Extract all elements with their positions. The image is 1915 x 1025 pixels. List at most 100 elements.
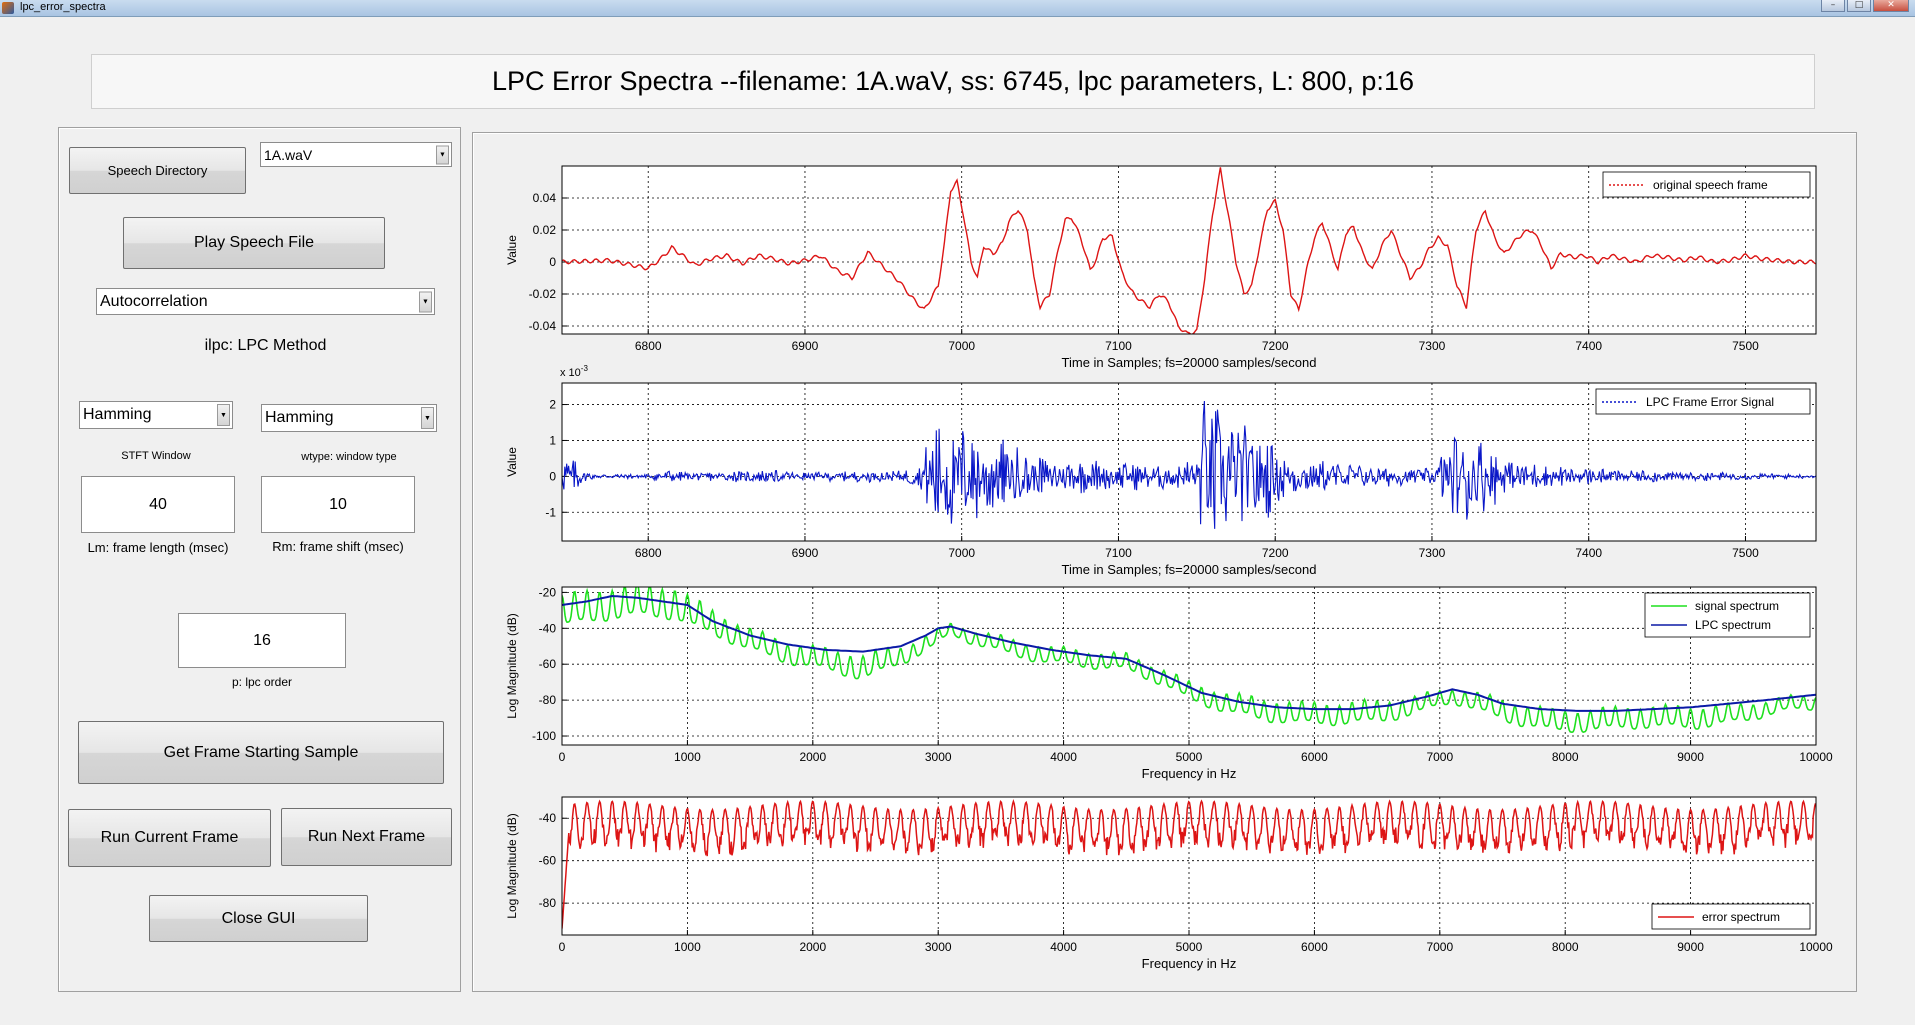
x-tick-label: 0 bbox=[559, 750, 566, 764]
x-tick-label: 7000 bbox=[1426, 750, 1453, 764]
legend-label: original speech frame bbox=[1653, 178, 1768, 192]
y-axis-label: Value bbox=[505, 235, 519, 265]
x-tick-label: 4000 bbox=[1050, 750, 1077, 764]
signal-spectrum-line bbox=[562, 587, 1816, 734]
figure-title-banner: LPC Error Spectra --filename: 1A.waV, ss… bbox=[91, 54, 1815, 109]
y-tick-label: 0 bbox=[549, 255, 556, 269]
error-signal-line bbox=[562, 400, 1816, 529]
x-axis-label: Frequency in Hz bbox=[1142, 956, 1237, 971]
minimize-icon[interactable]: – bbox=[1821, 0, 1845, 12]
x-tick-label: 7200 bbox=[1262, 339, 1289, 353]
frame-shift-caption: Rm: frame shift (msec) bbox=[272, 539, 404, 554]
lpc-spectrum-plot: 0 1000 2000 3000 4000 5000 6000 7000 8000 9000 100… bbox=[505, 585, 1833, 781]
legend-label: LPC Frame Error Signal bbox=[1646, 395, 1774, 409]
x-tick-label: 7300 bbox=[1419, 546, 1446, 560]
y-axis-label: Value bbox=[505, 447, 519, 477]
chevron-down-icon: ▼ bbox=[436, 145, 449, 164]
legend-label: signal spectrum bbox=[1695, 599, 1779, 613]
x-tick-label: 6000 bbox=[1301, 940, 1328, 954]
x-tick-label: 0 bbox=[559, 940, 566, 954]
x-tick-label: 7200 bbox=[1262, 546, 1289, 560]
frame-shift-input[interactable]: 10 bbox=[261, 476, 415, 533]
run-next-frame-button[interactable]: Run Next Frame bbox=[281, 808, 452, 866]
lpc-method-select[interactable]: Autocorrelation ▼ bbox=[96, 288, 435, 315]
x-tick-label: 1000 bbox=[674, 750, 701, 764]
x-tick-label: 7000 bbox=[948, 339, 975, 353]
axes-box bbox=[561, 796, 1817, 936]
y-tick-label: 2 bbox=[549, 398, 556, 412]
file-select-value: 1A.waV bbox=[264, 146, 313, 163]
x-axis-label: Frequency in Hz bbox=[1142, 766, 1237, 781]
stft-window-caption: STFT Window bbox=[121, 450, 191, 462]
close-window-icon[interactable]: ✕ bbox=[1873, 0, 1909, 12]
x-tick-label: 9000 bbox=[1677, 750, 1704, 764]
window-controls: – □ ✕ bbox=[1821, 0, 1909, 12]
y-tick-label: -20 bbox=[539, 585, 557, 599]
legend: LPC Frame Error Signal bbox=[1595, 388, 1811, 415]
x-tick-label: 7100 bbox=[1105, 546, 1132, 560]
lpc-order-caption: p: lpc order bbox=[231, 675, 293, 689]
axes-box bbox=[561, 165, 1817, 335]
speech-frame-plot: 6800 6900 7000 7100 7200 7300 7400 7500 -0.04 -0.… bbox=[505, 165, 1817, 370]
y-tick-label: -80 bbox=[539, 693, 557, 707]
speech-frame-line bbox=[562, 167, 1816, 334]
x-tick-label: 2000 bbox=[799, 940, 826, 954]
run-current-frame-button[interactable]: Run Current Frame bbox=[68, 809, 271, 867]
error-spectrum-line bbox=[562, 798, 1816, 929]
x-axis-label: Time in Samples; fs=20000 samples/second bbox=[1062, 355, 1317, 370]
maximize-icon[interactable]: □ bbox=[1847, 0, 1871, 12]
x-tick-label: 7000 bbox=[948, 546, 975, 560]
legend: signal spectrum LPC spectrum bbox=[1644, 592, 1811, 638]
x-tick-label: 8000 bbox=[1552, 940, 1579, 954]
y-tick-label: 0.04 bbox=[533, 191, 557, 205]
y-axis-label: Log Magnitude (dB) bbox=[505, 813, 519, 918]
y-tick-label: 0.02 bbox=[533, 223, 557, 237]
close-gui-button[interactable]: Close GUI bbox=[149, 895, 368, 942]
y-tick-label: -80 bbox=[539, 896, 557, 910]
lpc-order-input[interactable]: 16 bbox=[178, 613, 346, 668]
x-axis-label: Time in Samples; fs=20000 samples/second bbox=[1062, 562, 1317, 577]
x-tick-label: 4000 bbox=[1050, 940, 1077, 954]
x-tick-label: 7400 bbox=[1575, 339, 1602, 353]
get-frame-start-button[interactable]: Get Frame Starting Sample bbox=[78, 721, 444, 784]
x-tick-label: 3000 bbox=[925, 940, 952, 954]
x-tick-label: 7500 bbox=[1732, 339, 1759, 353]
x-tick-label: 6800 bbox=[635, 546, 662, 560]
stft-window-value: Hamming bbox=[83, 406, 152, 423]
lpc-method-caption: ilpc: LPC Method bbox=[204, 337, 327, 354]
x-tick-label: 7100 bbox=[1105, 339, 1132, 353]
matlab-figure-icon bbox=[2, 2, 14, 14]
plot-area bbox=[562, 587, 1816, 745]
play-speech-button[interactable]: Play Speech File bbox=[123, 217, 385, 269]
speech-directory-button[interactable]: Speech Directory bbox=[69, 147, 246, 194]
x-tick-label: 6000 bbox=[1301, 750, 1328, 764]
axes-box bbox=[561, 382, 1817, 542]
legend-label: error spectrum bbox=[1702, 910, 1780, 924]
legend: original speech frame bbox=[1602, 171, 1811, 198]
y-tick-label: 1 bbox=[549, 433, 556, 447]
x-tick-label: 3000 bbox=[925, 750, 952, 764]
stft-window-select[interactable]: Hamming ▼ bbox=[79, 401, 233, 429]
chevron-down-icon: ▼ bbox=[421, 407, 434, 429]
frame-length-input[interactable]: 40 bbox=[81, 476, 235, 533]
x-tick-label: 7400 bbox=[1575, 546, 1602, 560]
y-axis-label: Log Magnitude (dB) bbox=[505, 613, 519, 718]
x-tick-label: 1000 bbox=[674, 940, 701, 954]
x-tick-label: 6900 bbox=[792, 546, 819, 560]
y-tick-label: -40 bbox=[539, 621, 557, 635]
legend-label: LPC spectrum bbox=[1695, 618, 1771, 632]
window-titlebar: lpc_error_spectra – □ ✕ bbox=[0, 0, 1915, 17]
x-tick-label: 7300 bbox=[1419, 339, 1446, 353]
window-type-value: Hamming bbox=[265, 409, 334, 426]
x-tick-label: 7500 bbox=[1732, 546, 1759, 560]
y-tick-label: -100 bbox=[532, 729, 556, 743]
x-tick-label: 8000 bbox=[1552, 750, 1579, 764]
file-select[interactable]: 1A.waV ▼ bbox=[260, 142, 452, 167]
window-type-caption: wtype: window type bbox=[301, 451, 397, 463]
x-tick-label: 5000 bbox=[1176, 940, 1203, 954]
legend: error spectrum bbox=[1651, 903, 1811, 930]
window-type-select[interactable]: Hamming ▼ bbox=[261, 404, 437, 432]
x-tick-label: 10000 bbox=[1799, 750, 1833, 764]
frame-length-caption: Lm: frame length (msec) bbox=[87, 540, 229, 555]
x-tick-label: 7000 bbox=[1426, 940, 1453, 954]
